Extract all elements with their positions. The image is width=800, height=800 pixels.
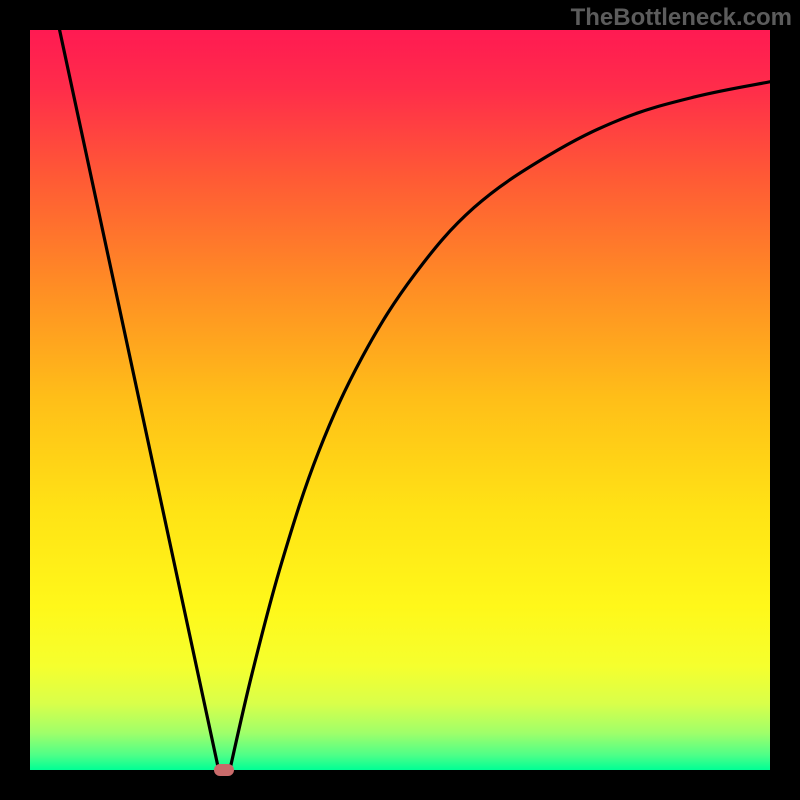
plot-area <box>30 30 770 770</box>
attribution-label: TheBottleneck.com <box>571 4 792 32</box>
chart-frame: TheBottleneck.com <box>0 0 800 800</box>
optimal-point-marker <box>214 764 234 776</box>
bottleneck-curve <box>30 30 770 770</box>
